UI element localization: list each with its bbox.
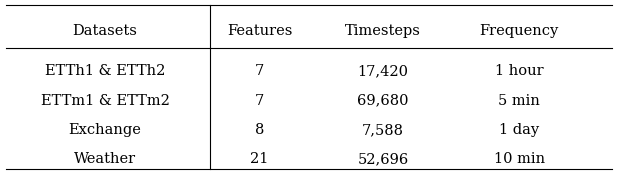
Text: 52,696: 52,696: [358, 152, 408, 166]
Text: 5 min: 5 min: [498, 94, 540, 108]
Text: 8: 8: [255, 123, 265, 137]
Text: 7: 7: [255, 64, 264, 78]
Text: 10 min: 10 min: [494, 152, 544, 166]
Text: 1 hour: 1 hour: [495, 64, 543, 78]
Text: 69,680: 69,680: [357, 94, 409, 108]
Text: 1 day: 1 day: [499, 123, 539, 137]
Text: ETTm1 & ETTm2: ETTm1 & ETTm2: [41, 94, 169, 108]
Text: Timesteps: Timesteps: [345, 24, 421, 38]
Text: Weather: Weather: [74, 152, 136, 166]
Text: ETTh1 & ETTh2: ETTh1 & ETTh2: [45, 64, 165, 78]
Text: Datasets: Datasets: [73, 24, 137, 38]
Text: 21: 21: [250, 152, 269, 166]
Text: 7: 7: [255, 94, 264, 108]
Text: 17,420: 17,420: [358, 64, 408, 78]
Text: Features: Features: [227, 24, 292, 38]
Text: Exchange: Exchange: [69, 123, 142, 137]
Text: 7,588: 7,588: [362, 123, 404, 137]
Text: Frequency: Frequency: [480, 24, 559, 38]
